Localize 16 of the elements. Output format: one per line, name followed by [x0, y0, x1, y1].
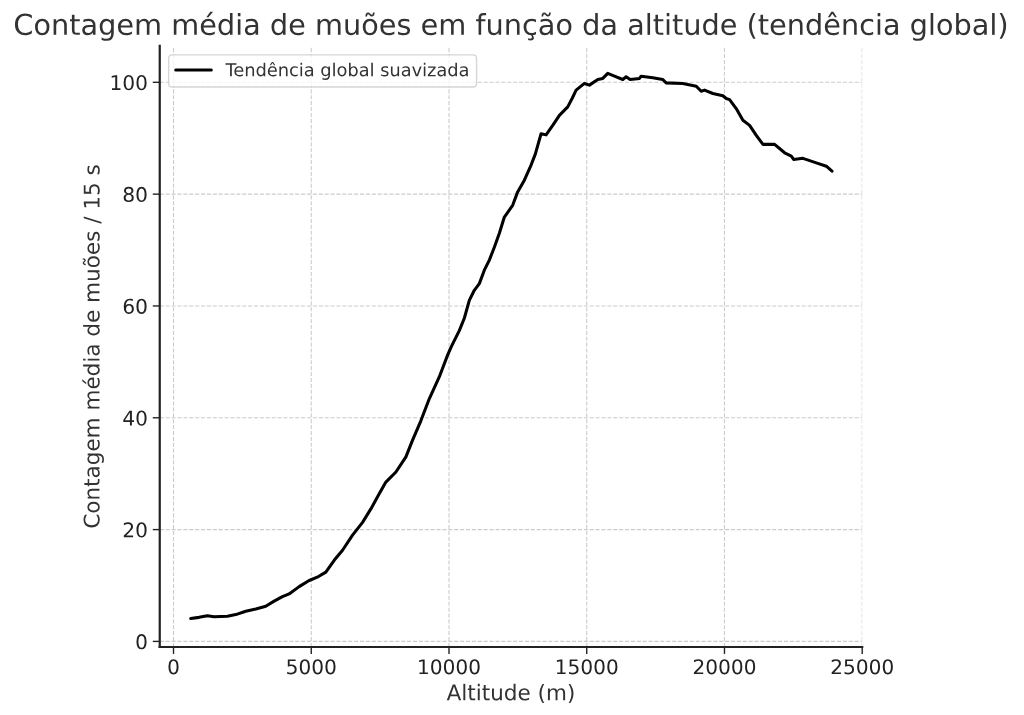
y-tick-label: 100	[111, 75, 147, 91]
x-tick-label: 25000	[831, 659, 893, 675]
y-axis-title: Contagem média de muões / 15 s	[82, 165, 104, 528]
x-tick-label: 5000	[287, 659, 336, 675]
y-tick-label: 0	[136, 634, 147, 650]
legend-label: Tendência global suavizada	[225, 61, 468, 80]
x-axis-title: Altitude (m)	[446, 683, 574, 704]
x-tick-label: 20000	[693, 659, 756, 675]
chart-title: Contagem média de muões em função da altitude (tendência global)	[14, 11, 1007, 41]
y-tick-label: 20	[123, 522, 147, 538]
x-tick-label: 0	[168, 659, 179, 675]
y-tick-label: 40	[123, 410, 147, 426]
x-tick-label: 15000	[556, 659, 618, 675]
y-tick-label: 80	[123, 186, 147, 203]
y-tick-label: 60	[123, 298, 147, 314]
x-tick-label: 10000	[419, 659, 480, 675]
